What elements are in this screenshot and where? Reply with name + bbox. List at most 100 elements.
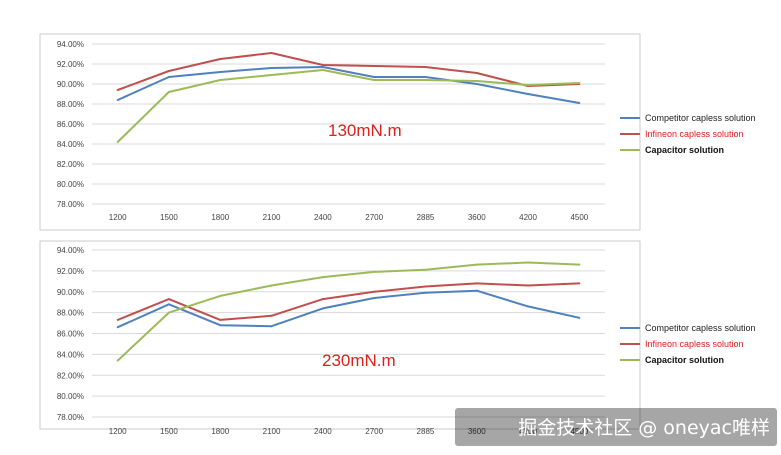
data-point [578, 102, 581, 104]
data-point [219, 58, 222, 60]
y-tick-label: 90.00% [57, 80, 84, 89]
data-point [578, 82, 581, 84]
data-point [167, 76, 170, 78]
data-point [219, 324, 222, 327]
x-tick-label: 2100 [263, 427, 281, 436]
x-tick-label: 1500 [160, 427, 178, 436]
data-point [219, 71, 222, 73]
watermark-text: 掘金技术社区 @ oneyac唯样 [518, 417, 770, 439]
x-tick-label: 2885 [417, 213, 435, 222]
data-point [116, 89, 119, 91]
data-point [527, 305, 530, 308]
y-tick-label: 78.00% [57, 200, 84, 209]
legend-label: Competitor capless solution [645, 323, 756, 333]
x-tick-label: 4200 [519, 427, 537, 436]
y-tick-label: 94.00% [57, 40, 84, 49]
legend: Competitor capless solution Infineon capl… [620, 323, 756, 365]
x-tick-label: 2700 [365, 213, 383, 222]
chart-1: 78.00% 80.00% 82.00% 84.00% 86.00% 88.00% 90.0… [39, 33, 756, 231]
data-point [475, 289, 478, 292]
data-point [116, 359, 119, 362]
x-tick-label: 1500 [160, 213, 178, 222]
data-point [116, 99, 119, 101]
data-point [373, 290, 376, 293]
series-line [117, 69, 580, 143]
data-point [270, 67, 273, 69]
data-point [578, 282, 581, 285]
data-point [270, 52, 273, 54]
legend-label: Competitor capless solution [645, 113, 756, 123]
x-tick-label: 1800 [211, 427, 229, 436]
series-infineon-capless-solution [116, 282, 581, 321]
data-point [116, 318, 119, 321]
x-tick-label: 1200 [109, 213, 127, 222]
data-point [475, 72, 478, 74]
data-point [527, 93, 530, 95]
data-point [116, 326, 119, 329]
y-tick-label: 78.00% [57, 413, 84, 422]
x-tick-label: 4200 [519, 213, 537, 222]
series-competitor-capless-solution [116, 66, 581, 104]
y-tick-label: 88.00% [57, 309, 84, 318]
data-point [373, 76, 376, 78]
data-point [373, 79, 376, 81]
data-point [321, 276, 324, 279]
y-tick-label: 88.00% [57, 100, 84, 109]
data-point [475, 263, 478, 266]
data-point [167, 311, 170, 314]
data-point [116, 141, 119, 143]
torque-annotation: 130mN.m [328, 121, 402, 140]
legend-label: Capacitor solution [645, 145, 724, 155]
legend: Competitor capless solution Infineon capl… [620, 113, 756, 155]
data-point [167, 70, 170, 72]
torque-annotation: 230mN.m [322, 351, 396, 370]
data-point [527, 84, 530, 86]
data-point [270, 325, 273, 328]
legend-label: Infineon capless solution [645, 129, 744, 139]
data-point [219, 79, 222, 81]
x-tick-label: 1200 [109, 427, 127, 436]
x-tick-label: 2100 [263, 213, 281, 222]
data-point [321, 307, 324, 310]
x-tick-label: 4500 [570, 427, 588, 436]
data-point [424, 291, 427, 294]
chart-frame [39, 33, 641, 231]
series-line [117, 282, 580, 321]
y-tick-label: 80.00% [57, 392, 84, 401]
data-point [578, 263, 581, 266]
y-tick-label: 82.00% [57, 160, 84, 169]
data-point [424, 268, 427, 271]
data-point [321, 69, 324, 71]
data-point [424, 285, 427, 288]
data-point [167, 303, 170, 306]
data-point [270, 314, 273, 317]
legend-label: Capacitor solution [645, 355, 724, 365]
y-tick-label: 80.00% [57, 180, 84, 189]
data-point [321, 298, 324, 301]
series-capacitor-solution [116, 69, 581, 143]
legend-label: Infineon capless solution [645, 339, 744, 349]
data-point [475, 80, 478, 82]
data-point [527, 284, 530, 287]
data-point [475, 83, 478, 85]
x-tick-label: 2885 [417, 427, 435, 436]
chart-frame [39, 240, 641, 430]
y-tick-label: 82.00% [57, 371, 84, 380]
data-point [321, 66, 324, 68]
data-point [424, 76, 427, 78]
y-tick-label: 86.00% [57, 330, 84, 339]
data-point [219, 294, 222, 297]
y-tick-label: 90.00% [57, 288, 84, 297]
x-tick-label: 3600 [468, 213, 486, 222]
y-tick-label: 92.00% [57, 60, 84, 69]
chart-2: 78.00% 80.00% 82.00% 84.00% 86.00% 88.00% 90.0… [39, 240, 756, 436]
data-point [167, 298, 170, 301]
series-capacitor-solution [116, 261, 581, 362]
data-point [578, 316, 581, 319]
y-tick-label: 84.00% [57, 350, 84, 359]
x-tick-label: 2400 [314, 427, 332, 436]
data-point [527, 261, 530, 264]
data-point [270, 74, 273, 76]
watermark-backdrop [455, 408, 777, 446]
